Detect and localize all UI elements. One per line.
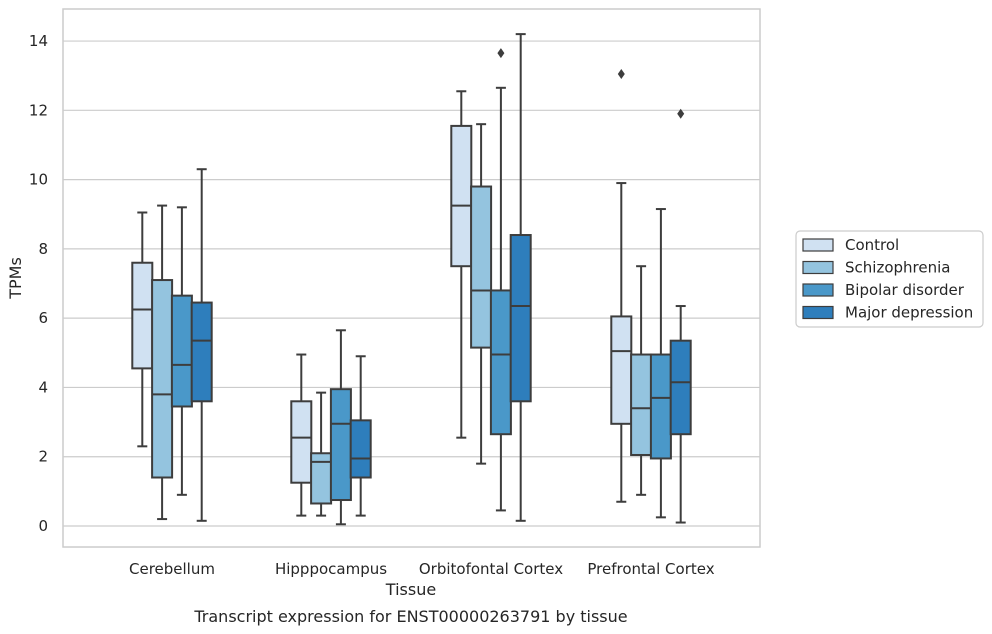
x-tick-labels: Cerebellum Hipppocampus Orbitofontal Corte… (129, 560, 715, 578)
legend-label: Major depression (845, 304, 973, 322)
box-body (450, 124, 473, 268)
legend: Control Schizophrenia Bipolar disorder Majo… (795, 230, 984, 328)
box-body (290, 400, 313, 484)
y-tick-label: 0 (38, 517, 48, 535)
box-schizophrenia (470, 123, 493, 465)
box-body (349, 419, 372, 479)
legend-swatch (802, 305, 834, 320)
legend-label: Schizophrenia (845, 259, 950, 277)
x-tick-label: Hipppocampus (275, 560, 387, 578)
box-body (329, 388, 352, 502)
y-tick-label: 10 (29, 171, 48, 189)
box-body (669, 339, 692, 436)
legend-frame (795, 230, 984, 328)
box-control (131, 211, 154, 448)
legend-swatch (802, 238, 834, 252)
box-body (489, 289, 512, 436)
box-bipolar-disorder (489, 48, 512, 512)
legend-swatch (802, 260, 834, 275)
y-tick-labels: 0 2 4 6 8 10 12 14 (29, 32, 48, 535)
y-tick-label: 12 (29, 101, 48, 119)
box-body (630, 353, 653, 456)
y-tick-label: 6 (38, 309, 48, 327)
box-schizophrenia (151, 204, 174, 521)
plot-frame (62, 8, 761, 548)
y-tick-label: 8 (38, 240, 48, 258)
outlier-point (677, 108, 685, 119)
legend-swatch (802, 283, 834, 297)
outlier-point (617, 68, 625, 79)
x-axis-label: Tissue (385, 580, 436, 599)
box-body (190, 301, 213, 403)
outlier-point (497, 48, 505, 59)
y-tick-label: 2 (38, 448, 48, 466)
box-major-depression (509, 33, 532, 522)
box-body (509, 234, 532, 403)
chart-title: Transcript expression for ENST0000026379… (193, 607, 627, 626)
y-axis-label: TPMs (6, 257, 25, 300)
box-control (290, 353, 313, 517)
box-major-depression (349, 355, 372, 517)
box-bipolar-disorder (170, 206, 193, 496)
box-body (170, 294, 193, 408)
x-tick-label: Orbitofontal Cortex (419, 560, 563, 578)
box-body (131, 261, 154, 370)
box-body (649, 353, 672, 460)
box-control (610, 68, 633, 503)
box-control (450, 90, 473, 439)
box-schizophrenia (310, 391, 333, 517)
y-tick-label: 4 (38, 378, 48, 396)
box-body (470, 185, 493, 349)
box-schizophrenia (630, 265, 653, 496)
box-body (151, 279, 174, 479)
legend-label: Bipolar disorder (845, 281, 965, 299)
box-bipolar-disorder (329, 329, 352, 526)
box-major-depression (669, 108, 692, 524)
box-major-depression (190, 168, 213, 522)
x-tick-label: Cerebellum (129, 560, 215, 578)
box-groups (131, 33, 692, 526)
x-tick-label: Prefrontal Cortex (587, 560, 714, 578)
box-bipolar-disorder (649, 208, 672, 519)
y-tick-label: 14 (29, 32, 48, 50)
box-body (610, 315, 633, 425)
legend-label: Control (845, 236, 899, 254)
box-body (310, 452, 333, 505)
